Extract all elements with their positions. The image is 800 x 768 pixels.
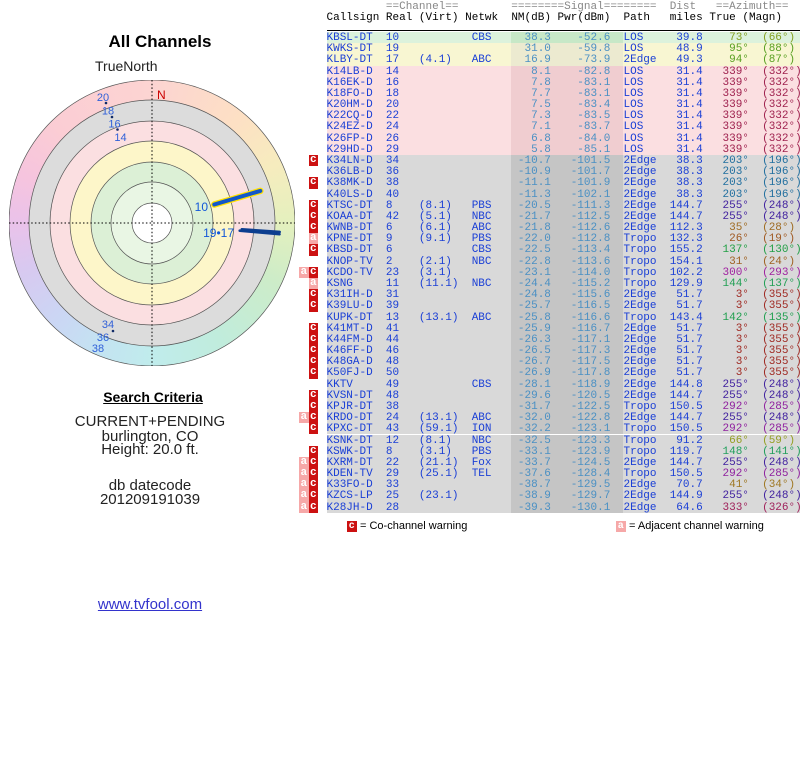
svg-text:16: 16 [108,119,120,131]
svg-text:N: N [157,88,166,102]
svg-text:38: 38 [92,343,104,355]
svg-text:10: 10 [195,200,209,214]
svg-text:19•17: 19•17 [203,226,234,240]
svg-text:20: 20 [97,92,109,104]
svg-text:34: 34 [102,319,114,331]
svg-text:14: 14 [114,132,126,144]
svg-text:18: 18 [102,106,114,118]
